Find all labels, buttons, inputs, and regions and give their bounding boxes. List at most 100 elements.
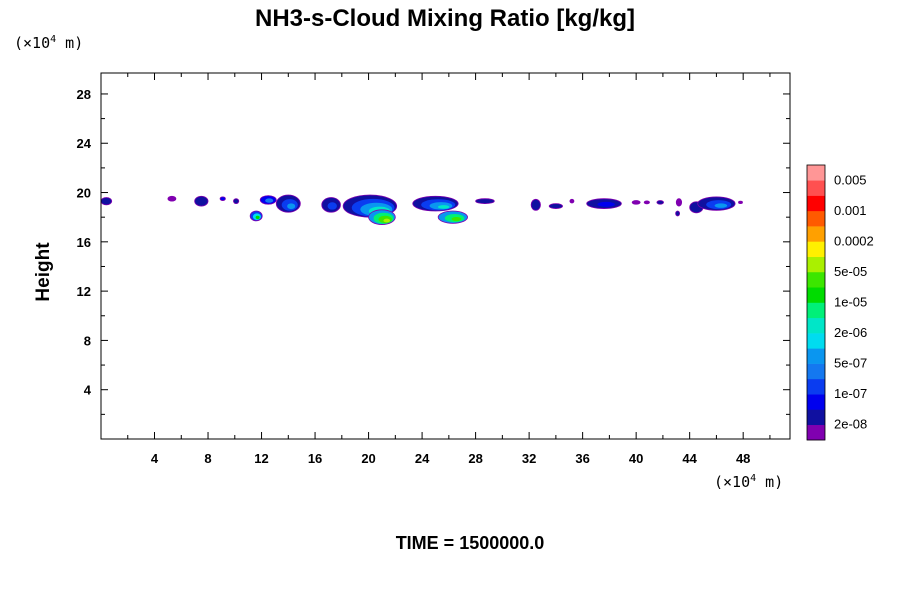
cloud-field xyxy=(100,194,743,225)
colorbar-tick-label: 5e-05 xyxy=(834,264,867,279)
colorbar-swatch xyxy=(807,302,825,319)
cloud-edge xyxy=(249,210,263,222)
cloud-patch xyxy=(100,197,113,206)
cloud-edge xyxy=(475,198,495,205)
x-tick-label: 4 xyxy=(151,451,159,466)
cloud-edge xyxy=(321,197,341,213)
time-label: TIME = 1500000.0 xyxy=(396,533,545,553)
cloud-edge xyxy=(412,195,459,212)
cloud-patch xyxy=(475,198,495,205)
cloud-contour xyxy=(233,198,239,204)
x-tick-label: 32 xyxy=(522,451,536,466)
cloud-edge xyxy=(259,195,277,205)
cloud-contour xyxy=(656,200,664,205)
x-tick-label: 48 xyxy=(736,451,750,466)
cloud-contour xyxy=(383,218,391,223)
colorbar-swatch xyxy=(807,256,825,273)
y-tick-label: 16 xyxy=(77,235,91,250)
cloud-edge xyxy=(368,209,396,225)
cloud-patch xyxy=(697,196,736,211)
colorbar-swatch xyxy=(807,195,825,212)
colorbar-swatch xyxy=(807,317,825,334)
cloud-patch xyxy=(675,210,681,217)
y-tick-label: 4 xyxy=(84,383,92,398)
cloud-contour xyxy=(676,198,682,207)
cloud-contour xyxy=(220,196,226,201)
cloud-contour xyxy=(255,215,260,220)
cloud-edge xyxy=(194,195,209,207)
plot-frame xyxy=(100,72,791,440)
colorbar-tick-label: 2e-08 xyxy=(834,417,867,432)
colorbar-tick-label: 2e-06 xyxy=(834,325,867,340)
cloud-patch xyxy=(167,195,177,202)
cloud-edge xyxy=(738,200,743,205)
x-tick-label: 24 xyxy=(415,451,430,466)
cloud-patch xyxy=(412,195,459,212)
colorbar-swatch xyxy=(807,226,825,242)
cloud-edge xyxy=(219,196,226,201)
y-tick-label: 12 xyxy=(77,284,91,299)
cloud-patch xyxy=(219,196,226,201)
cloud-contour xyxy=(714,203,728,208)
cloud-contour xyxy=(194,196,209,207)
cloud-patch xyxy=(437,210,468,224)
cloud-patch xyxy=(233,198,240,205)
cloud-edge xyxy=(569,198,575,204)
cloud-patch xyxy=(194,195,209,207)
cloud-contour xyxy=(167,196,176,202)
colorbar-swatch xyxy=(807,409,825,426)
cloud-edge xyxy=(675,210,681,217)
cloud-patch xyxy=(631,200,641,205)
colorbar-swatch xyxy=(807,271,825,288)
cloud-edge xyxy=(548,203,563,209)
cloud-edge xyxy=(675,198,683,207)
x-tick-label: 12 xyxy=(254,451,268,466)
cloud-edge xyxy=(697,196,736,211)
cloud-contour xyxy=(265,198,274,203)
cloud-contour xyxy=(632,200,641,205)
colorbar-tick-label: 5e-07 xyxy=(834,356,867,371)
cloud-contour xyxy=(327,202,337,210)
y-tick-label: 20 xyxy=(77,186,91,201)
chart-title: NH3-s-Cloud Mixing Ratio [kg/kg] xyxy=(255,5,635,32)
cloud-edge xyxy=(233,198,240,205)
cloud-contour xyxy=(597,201,615,207)
x-tick-label: 16 xyxy=(308,451,322,466)
cloud-edge xyxy=(656,200,664,205)
colorbar-tick-label: 1e-05 xyxy=(834,295,867,310)
cloud-patch xyxy=(586,198,622,209)
colorbar-swatch xyxy=(807,241,825,257)
cloud-contour xyxy=(101,197,112,205)
cloud-patch xyxy=(569,198,575,204)
x-tick-label: 44 xyxy=(682,451,697,466)
cloud-edge xyxy=(643,200,650,205)
cloud-contour xyxy=(451,216,462,222)
cloud-edge xyxy=(631,200,641,205)
cloud-patch xyxy=(249,210,263,222)
x-tick-label: 40 xyxy=(629,451,643,466)
cloud-edge xyxy=(530,198,541,211)
cloud-patch xyxy=(321,197,341,213)
colorbar-swatch xyxy=(807,363,825,380)
colorbar-swatch xyxy=(807,378,825,395)
cloud-patch xyxy=(275,194,301,213)
colorbar-swatch xyxy=(807,287,825,303)
cloud-edge xyxy=(167,195,177,202)
x-tick-label: 20 xyxy=(361,451,375,466)
colorbar-swatch xyxy=(807,165,825,181)
y-axis-unit: (×104 m) xyxy=(14,34,83,52)
cloud-contour xyxy=(675,211,680,216)
x-axis-unit: (×104 m) xyxy=(714,473,783,491)
cloud-edge xyxy=(437,210,468,224)
cloud-contour xyxy=(644,200,650,204)
cloud-patch xyxy=(738,200,743,205)
x-tick-label: 28 xyxy=(468,451,482,466)
colorbar-tick-label: 0.0002 xyxy=(834,233,874,248)
cloud-patch xyxy=(643,200,650,205)
colorbar-swatch xyxy=(807,424,825,441)
y-axis-label: Height xyxy=(33,242,54,302)
x-tick-label: 36 xyxy=(575,451,589,466)
colorbar-tick-label: 0.001 xyxy=(834,203,867,218)
